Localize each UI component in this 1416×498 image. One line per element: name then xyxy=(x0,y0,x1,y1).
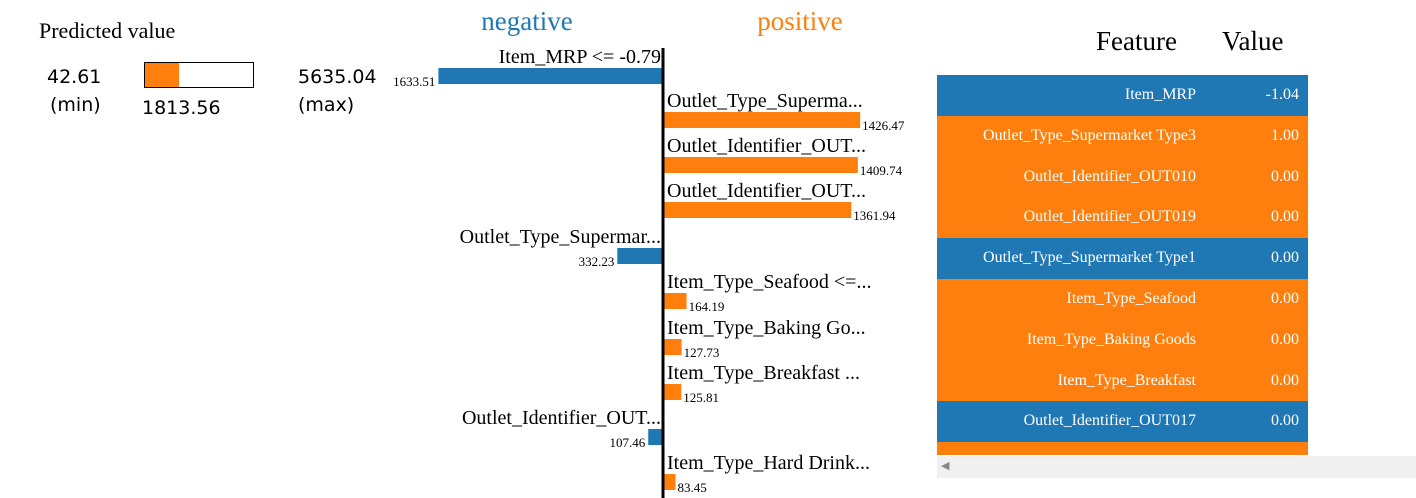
positive-header: positive xyxy=(757,6,843,36)
feature-name: Item_MRP xyxy=(1124,86,1196,103)
feature-column-header: Feature xyxy=(1096,26,1177,56)
positive-contribution-bar xyxy=(664,202,852,218)
negative-header: negative xyxy=(481,6,572,36)
predicted-max-value: 5635.04 xyxy=(298,66,377,88)
horizontal-scrollbar[interactable]: ◀ xyxy=(937,456,1416,478)
negative-contribution-bar xyxy=(438,68,663,84)
bar-value-label: 127.73 xyxy=(684,345,720,360)
table-row: Outlet_Identifier_OUT019 0.00 xyxy=(937,197,1308,239)
predicted-value-bar xyxy=(144,62,254,88)
feature-value: 0.00 xyxy=(1271,167,1299,185)
positive-contribution-bar xyxy=(664,293,687,309)
predicted-value-title: Predicted value xyxy=(39,18,176,43)
negative-contribution-bar xyxy=(617,248,663,264)
contribution-chart-svg: negative positive Item_MRP <= -0.79 1633.51… xyxy=(393,6,905,498)
predicted-max-label: (max) xyxy=(298,94,355,116)
bar-label: Outlet_Type_Supermar... xyxy=(460,226,661,248)
negative-contribution-bar xyxy=(648,429,663,445)
feature-value: 0.00 xyxy=(1271,412,1299,430)
table-row: Item_Type_Seafood 0.00 xyxy=(937,278,1308,320)
bar-label: Item_Type_Baking Go... xyxy=(667,317,866,339)
bar-value-label: 332.23 xyxy=(579,254,615,269)
feature-table-body[interactable]: Item_MRP -1.04 Outlet_Type_Supermarket Typ… xyxy=(937,75,1308,455)
positive-contribution-bar xyxy=(664,112,861,128)
feature-value: 0.00 xyxy=(1271,289,1299,307)
table-row xyxy=(937,442,1308,455)
scroll-left-arrow-icon[interactable]: ◀ xyxy=(941,460,950,472)
predicted-value-bar-fill xyxy=(145,63,180,87)
feature-name: Item_Type_Breakfast xyxy=(1057,371,1196,389)
bar-value-label: 1426.47 xyxy=(862,118,905,133)
feature-value: 0.00 xyxy=(1271,249,1299,267)
bar-value-label: 1361.94 xyxy=(853,208,896,223)
table-row: Outlet_Type_Supermarket Type3 1.00 xyxy=(937,115,1308,157)
table-row: Item_MRP -1.04 xyxy=(937,75,1308,116)
value-column-header: Value xyxy=(1222,26,1284,56)
positive-contribution-bar xyxy=(664,384,682,400)
bar-value-label: 83.45 xyxy=(677,480,706,495)
bar-label: Outlet_Identifier_OUT... xyxy=(667,180,866,202)
bar-label: Item_Type_Breakfast ... xyxy=(667,362,860,384)
positive-contribution-bar xyxy=(664,474,676,490)
contribution-chart: negative positive Item_MRP <= -0.79 1633.51… xyxy=(393,6,905,498)
bar-label: Item_Type_Hard Drink... xyxy=(667,452,870,474)
bar-label: Item_MRP <= -0.79 xyxy=(499,46,661,68)
feature-name: Outlet_Type_Supermarket Type1 xyxy=(983,249,1196,267)
bar-label: Outlet_Identifier_OUT... xyxy=(667,135,866,157)
table-row: Item_Type_Breakfast 0.00 xyxy=(937,360,1308,402)
feature-value: 1.00 xyxy=(1271,126,1299,144)
bar-value-label: 125.81 xyxy=(683,390,719,405)
predicted-value: 1813.56 xyxy=(142,97,221,119)
table-row: Item_Type_Baking Goods 0.00 xyxy=(937,319,1308,361)
feature-name: Outlet_Identifier_OUT010 xyxy=(1023,167,1196,185)
positive-contribution-bar xyxy=(664,339,682,355)
feature-name: Outlet_Identifier_OUT019 xyxy=(1023,208,1196,226)
predicted-min-label: (min) xyxy=(50,94,101,116)
feature-table: Feature Value Item_MRP -1.04 Outlet_Type_S… xyxy=(937,0,1416,498)
bar-value-label: 164.19 xyxy=(689,299,725,314)
bar-label: Outlet_Type_Superma... xyxy=(667,90,863,112)
bar-value-label: 1633.51 xyxy=(393,74,435,89)
table-row: Outlet_Type_Supermarket Type1 0.00 xyxy=(937,238,1308,279)
bar-value-label: 107.46 xyxy=(609,435,645,450)
feature-name: Item_Type_Baking Goods xyxy=(1026,330,1196,348)
feature-name: Outlet_Type_Supermarket Type3 xyxy=(983,126,1196,144)
feature-name: Item_Type_Seafood xyxy=(1066,289,1196,307)
feature-value: -1.04 xyxy=(1265,86,1299,103)
feature-value: 0.00 xyxy=(1271,371,1299,389)
table-row: Outlet_Identifier_OUT010 0.00 xyxy=(937,156,1308,198)
bar-label: Item_Type_Seafood <=... xyxy=(667,271,871,293)
feature-value: 0.00 xyxy=(1271,330,1299,348)
bar-label: Outlet_Identifier_OUT... xyxy=(462,407,661,429)
feature-value: 0.00 xyxy=(1271,208,1299,226)
table-row: Outlet_Identifier_OUT017 0.00 xyxy=(937,401,1308,443)
bar-value-label: 1409.74 xyxy=(860,163,903,178)
predicted-min-value: 42.61 xyxy=(47,66,102,88)
positive-contribution-bar xyxy=(664,157,858,173)
feature-name: Outlet_Identifier_OUT017 xyxy=(1023,412,1196,430)
